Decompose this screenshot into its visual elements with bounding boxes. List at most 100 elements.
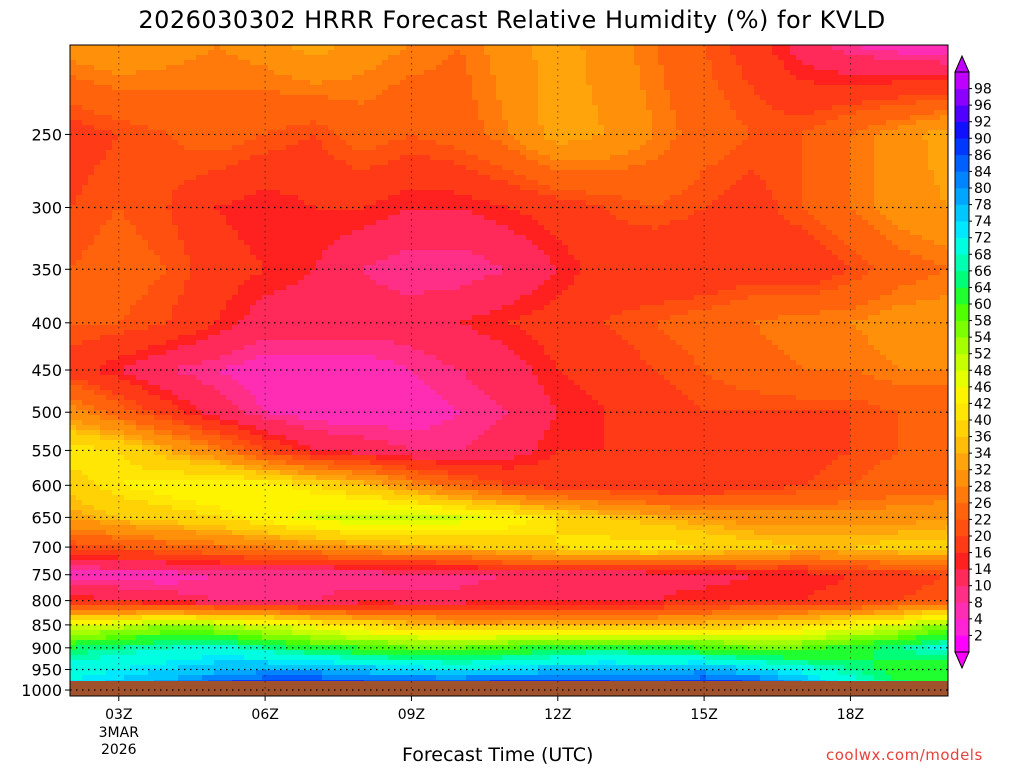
rh-cell: [166, 70, 173, 76]
rh-cell: [634, 110, 641, 116]
rh-cell: [874, 165, 881, 171]
rh-cell: [868, 115, 875, 121]
rh-cell: [574, 70, 581, 76]
rh-cell: [292, 60, 299, 66]
rh-cell: [328, 115, 335, 121]
rh-cell: [736, 50, 743, 56]
rh-cell: [298, 75, 305, 81]
rh-cell: [310, 45, 317, 51]
rh-cell: [664, 150, 671, 156]
rh-cell: [802, 170, 809, 176]
rh-cell: [730, 135, 737, 141]
rh-cell: [316, 140, 323, 146]
rh-cell: [610, 180, 617, 186]
rh-cell: [178, 210, 185, 216]
rh-cell: [856, 75, 863, 81]
rh-cell: [838, 95, 845, 101]
rh-cell: [586, 125, 593, 131]
rh-cell: [868, 125, 875, 131]
rh-cell: [886, 125, 893, 131]
rh-cell: [574, 175, 581, 181]
rh-cell: [640, 80, 647, 86]
rh-cell: [592, 160, 599, 166]
rh-cell: [790, 100, 797, 106]
rh-cell: [526, 175, 533, 181]
rh-cell: [934, 140, 941, 146]
rh-cell: [910, 120, 917, 126]
rh-cell: [892, 75, 899, 81]
rh-cell: [880, 100, 887, 106]
rh-cell: [484, 50, 491, 56]
rh-cell: [556, 185, 563, 191]
rh-cell: [424, 105, 431, 111]
rh-cell: [454, 90, 461, 96]
rh-cell: [760, 70, 767, 76]
rh-cell: [208, 60, 215, 66]
rh-cell: [562, 105, 569, 111]
rh-cell: [688, 130, 695, 136]
rh-cell: [754, 195, 761, 201]
rh-cell: [538, 80, 545, 86]
rh-cell: [280, 165, 287, 171]
rh-cell: [412, 145, 419, 151]
rh-cell: [442, 155, 449, 161]
rh-cell: [592, 75, 599, 81]
rh-cell: [166, 150, 173, 156]
rh-cell: [232, 85, 239, 91]
rh-cell: [100, 105, 107, 111]
rh-cell: [412, 50, 419, 56]
rh-cell: [214, 80, 221, 86]
rh-cell: [904, 150, 911, 156]
rh-cell: [610, 145, 617, 151]
rh-cell: [412, 160, 419, 166]
rh-cell: [706, 120, 713, 126]
rh-cell: [196, 195, 203, 201]
rh-cell: [394, 65, 401, 71]
rh-cell: [928, 85, 935, 91]
rh-cell: [514, 55, 521, 61]
rh-cell: [118, 75, 125, 81]
rh-cell: [574, 140, 581, 146]
rh-cell: [484, 70, 491, 76]
rh-cell: [346, 80, 353, 86]
rh-cell: [934, 160, 941, 166]
rh-cell: [616, 115, 623, 121]
rh-cell: [280, 45, 287, 51]
rh-cell: [910, 65, 917, 71]
rh-cell: [886, 50, 893, 56]
rh-cell: [610, 100, 617, 106]
rh-cell: [418, 115, 425, 121]
rh-cell: [448, 120, 455, 126]
rh-cell: [790, 50, 797, 56]
rh-cell: [346, 105, 353, 111]
rh-cell: [910, 110, 917, 116]
rh-cell: [838, 60, 845, 66]
rh-cell: [670, 45, 677, 51]
rh-cell: [166, 175, 173, 181]
rh-cell: [658, 205, 665, 211]
rh-cell: [436, 90, 443, 96]
rh-cell: [928, 65, 935, 71]
rh-cell: [610, 205, 617, 211]
rh-cell: [766, 145, 773, 151]
rh-cell: [220, 155, 227, 161]
rh-cell: [154, 200, 161, 206]
rh-cell: [760, 200, 767, 206]
rh-cell: [184, 165, 191, 171]
rh-cell: [520, 135, 527, 141]
rh-cell: [496, 205, 503, 211]
rh-cell: [766, 165, 773, 171]
rh-cell: [832, 175, 839, 181]
rh-cell: [190, 155, 197, 161]
rh-cell: [154, 90, 161, 96]
rh-cell: [484, 185, 491, 191]
rh-cell: [928, 185, 935, 191]
rh-cell: [820, 165, 827, 171]
rh-cell: [880, 75, 887, 81]
rh-cell: [616, 180, 623, 186]
rh-cell: [226, 140, 233, 146]
rh-cell: [478, 90, 485, 96]
rh-cell: [130, 55, 137, 61]
rh-cell: [892, 105, 899, 111]
rh-cell: [730, 165, 737, 171]
